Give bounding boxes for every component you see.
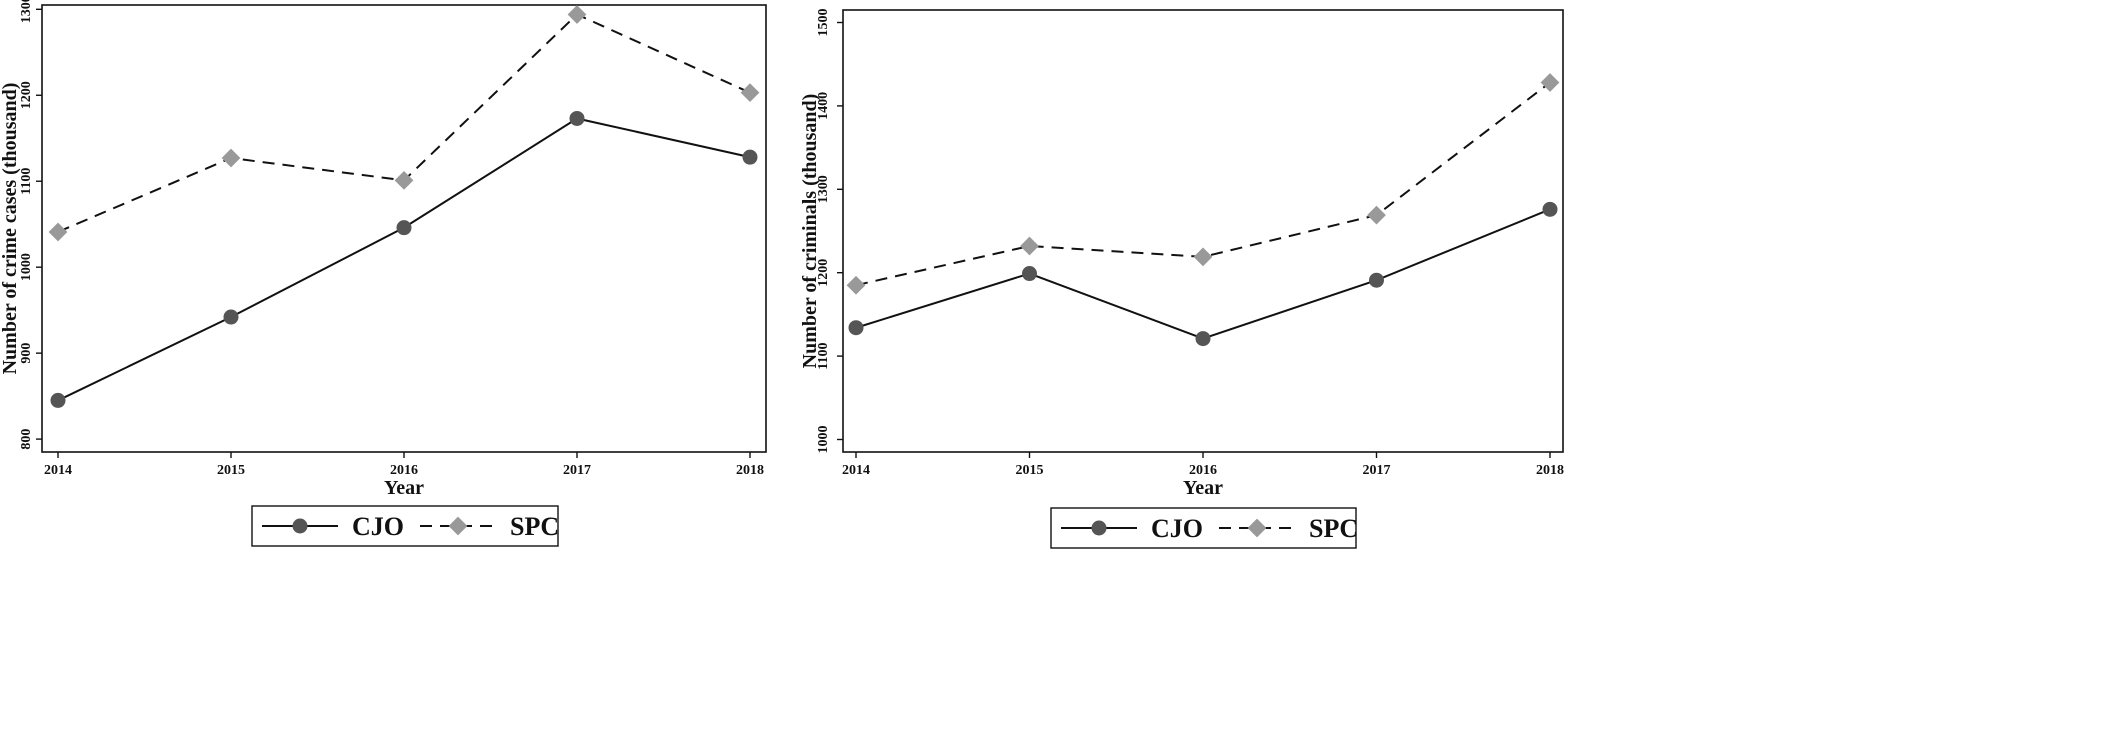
point-spc-2014 xyxy=(846,275,866,295)
legend-marker-spc xyxy=(1247,518,1267,538)
series-line-spc xyxy=(57,13,751,233)
x-tick-label: 2014 xyxy=(44,463,72,478)
point-spc-2016 xyxy=(394,170,414,190)
x-tick-label: 2016 xyxy=(390,463,418,478)
legend-marker-cjo xyxy=(1091,520,1107,536)
point-spc-2014 xyxy=(48,222,68,242)
legend-label-cjo: CJO xyxy=(352,512,404,541)
y-tick-label: 1500 xyxy=(816,9,831,37)
plot-frame xyxy=(842,9,1564,453)
x-tick-label: 2016 xyxy=(1189,463,1217,478)
point-spc-2018 xyxy=(1540,73,1560,92)
point-cjo-2017 xyxy=(569,110,585,126)
x-tick-label: 2018 xyxy=(736,463,764,478)
series-line-cjo xyxy=(57,117,751,402)
point-cjo-2014 xyxy=(50,392,66,408)
point-cjo-2016 xyxy=(396,220,412,236)
x-tick-label: 2017 xyxy=(563,463,591,478)
point-spc-2015 xyxy=(221,148,241,168)
point-spc-2017 xyxy=(567,5,587,24)
y-tick-label: 1200 xyxy=(816,259,831,287)
point-spc-2015 xyxy=(1020,236,1039,256)
legend: CJO SPC xyxy=(1050,507,1358,549)
point-cjo-2015 xyxy=(223,309,239,325)
y-tick-label: 1000 xyxy=(816,425,831,453)
point-cjo-2018 xyxy=(1542,201,1558,217)
y-tick-label: 1200 xyxy=(19,81,34,109)
x-tick-label: 2015 xyxy=(217,463,245,478)
x-axis-title: Year xyxy=(1183,477,1223,499)
y-tick-label: 1300 xyxy=(19,0,34,23)
y-tick-label: 1100 xyxy=(19,168,34,195)
x-tick-label: 2018 xyxy=(1536,463,1564,478)
x-tick-label: 2014 xyxy=(842,463,870,478)
point-cjo-2015 xyxy=(1022,266,1037,282)
y-tick-label: 800 xyxy=(19,429,34,450)
series-line-cjo xyxy=(855,208,1551,340)
point-spc-2016 xyxy=(1193,247,1213,267)
legend-label-spc: SPC xyxy=(1309,514,1358,543)
chart-2: 2014 2015 2016 2017 2018 1000 1100 1200 1300 1400… xyxy=(799,9,1564,549)
x-tick-label: 2015 xyxy=(1016,463,1044,478)
point-spc-2018 xyxy=(740,83,760,103)
legend-label-cjo: CJO xyxy=(1151,514,1203,543)
y-tick-label: 900 xyxy=(19,343,34,364)
x-tick-label: 2017 xyxy=(1363,463,1391,478)
y-tick-label: 1100 xyxy=(816,342,831,369)
y-tick-label: 1000 xyxy=(19,253,34,281)
y-axis-title: Number of criminals (thousand) xyxy=(799,94,821,369)
y-axis-title: Number of crime cases (thousand) xyxy=(0,83,21,375)
point-cjo-2014 xyxy=(848,320,864,336)
point-cjo-2016 xyxy=(1195,331,1211,347)
y-tick-label: 1400 xyxy=(816,92,831,120)
point-spc-2017 xyxy=(1367,205,1386,225)
y-tick-label: 1300 xyxy=(816,175,831,203)
chart-1: 2014 2015 2016 2017 2018 800 900 1000 1100 1200 13… xyxy=(0,0,767,547)
point-cjo-2018 xyxy=(742,149,758,165)
legend-marker-spc xyxy=(448,516,468,536)
legend: CJO SPC xyxy=(251,505,559,547)
point-cjo-2017 xyxy=(1369,272,1384,288)
legend-marker-cjo xyxy=(292,518,308,534)
legend-label-spc: SPC xyxy=(510,512,559,541)
x-axis-title: Year xyxy=(384,477,424,499)
